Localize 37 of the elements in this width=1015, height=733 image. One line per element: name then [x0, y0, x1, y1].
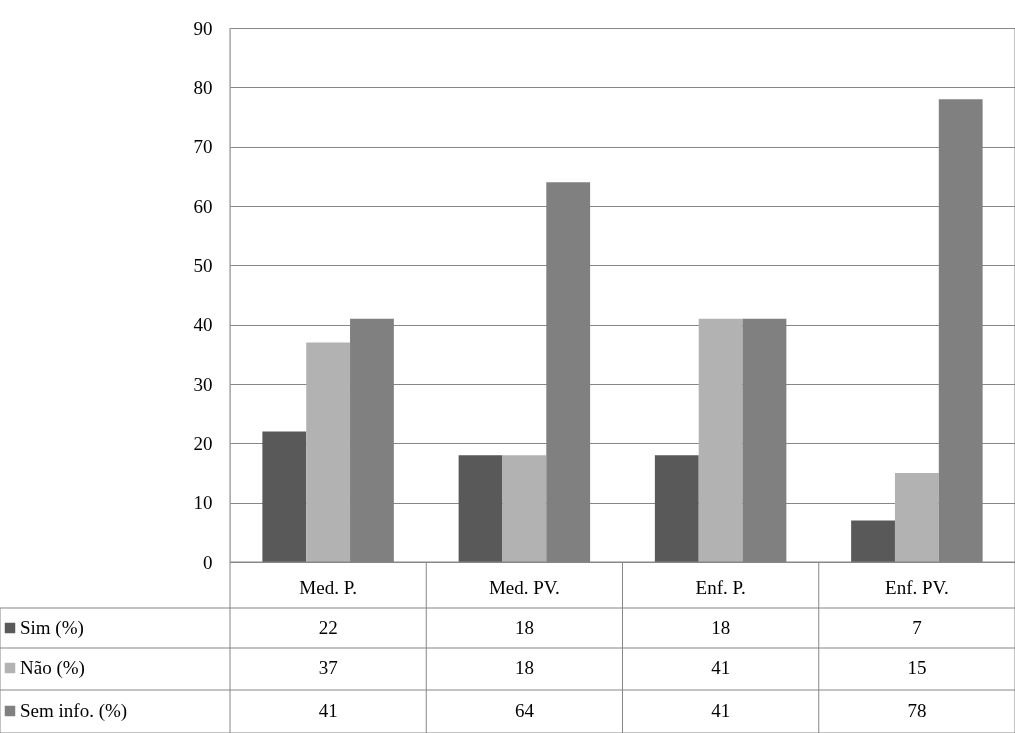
bar: [458, 455, 503, 562]
x-tick-label: Med. P.: [299, 576, 357, 598]
bar: [698, 318, 743, 562]
data-label: 41: [711, 700, 731, 721]
bar: [306, 342, 351, 562]
bar: [894, 473, 939, 562]
y-tick-label: 80: [193, 76, 213, 98]
x-tick-label: Enf. P.: [695, 576, 746, 598]
data-label: 41: [711, 657, 731, 678]
y-tick-label: 30: [193, 373, 213, 395]
data-label: 18: [514, 657, 534, 678]
data-label: 7: [912, 617, 922, 638]
x-tick-label: Enf. PV.: [885, 576, 949, 598]
y-tick-label: 10: [193, 492, 213, 514]
y-tick-label: 70: [193, 136, 213, 158]
data-label: 22: [318, 617, 338, 638]
x-tick-label: Med. PV.: [488, 576, 560, 598]
legend-label: Sim (%): [20, 617, 84, 639]
bar: [262, 431, 307, 562]
y-tick-label: 40: [193, 314, 213, 336]
data-label: 64: [514, 700, 535, 721]
bar: [851, 520, 895, 562]
legend-label: Sem info. (%): [20, 700, 128, 722]
bar: [654, 455, 699, 562]
data-label: 41: [318, 700, 338, 721]
bar: [502, 455, 547, 562]
data-label: 18: [514, 617, 534, 638]
data-label: 78: [907, 700, 927, 721]
y-tick-label: 0: [203, 551, 213, 573]
y-tick-label: 50: [193, 254, 213, 276]
y-tick-label: 60: [193, 195, 213, 217]
y-tick-label: 90: [193, 17, 213, 39]
data-label: 37: [318, 657, 338, 678]
data-label: 15: [907, 657, 927, 678]
legend-label: Não (%): [20, 657, 85, 679]
y-tick-label: 20: [193, 432, 213, 454]
data-label: 18: [711, 617, 731, 638]
